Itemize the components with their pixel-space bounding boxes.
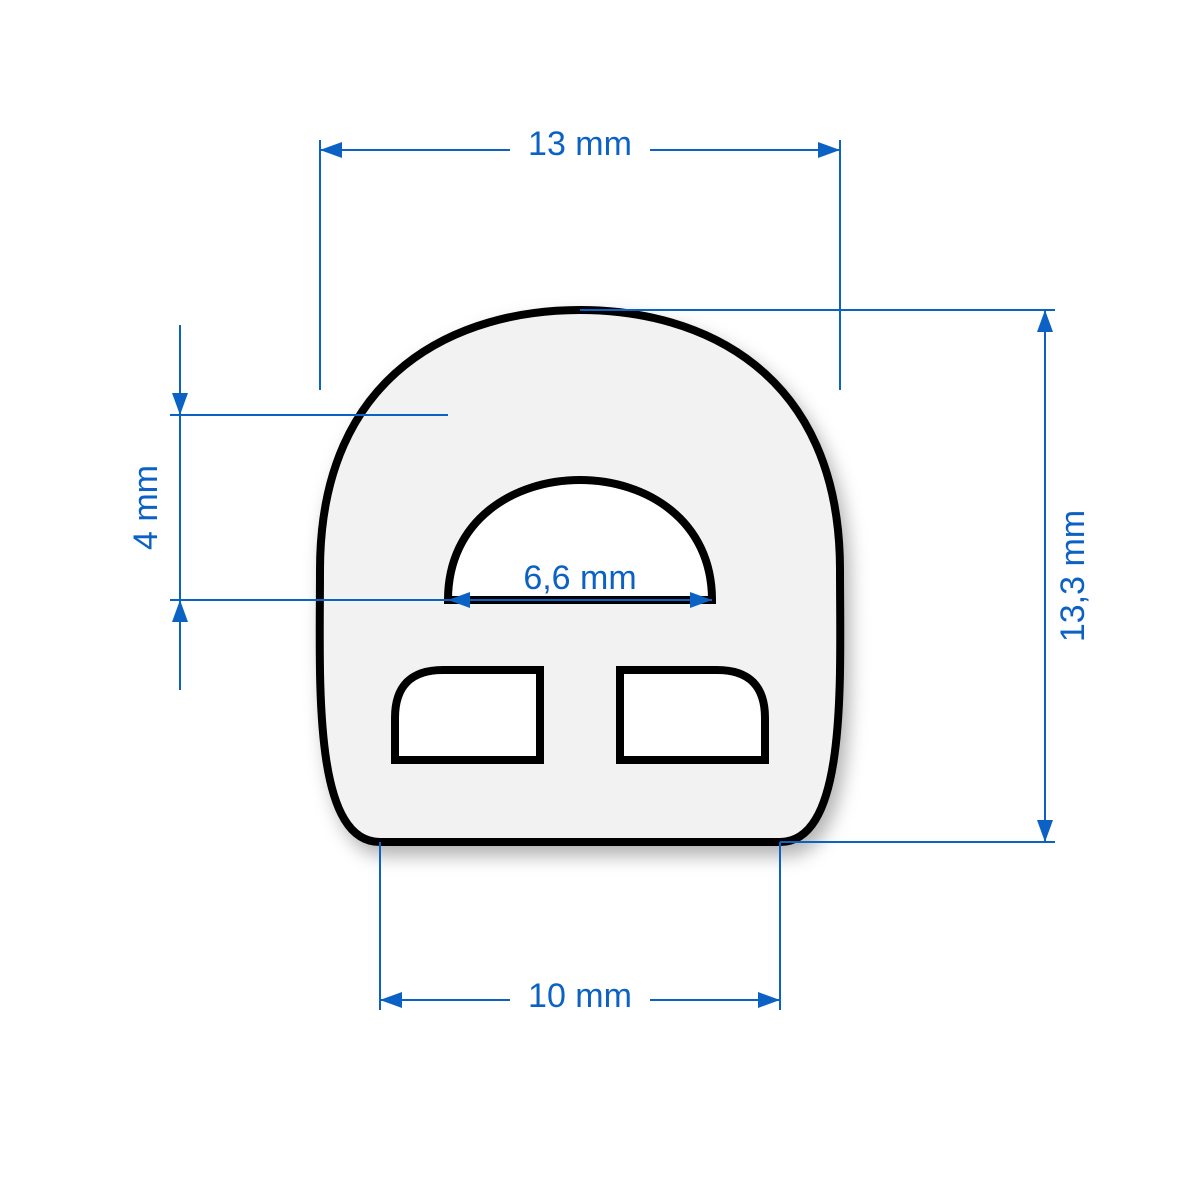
slot-left [395, 670, 540, 760]
dim-label-10mm: 10 mm [528, 977, 632, 1015]
dim-label-4mm: 4 mm [127, 465, 165, 550]
dimensions: 13 mm 13,3 mm 10 mm 6,6 mm 4 mm [127, 125, 1092, 1018]
slot-right [620, 670, 765, 760]
technical-drawing: 13 mm 13,3 mm 10 mm 6,6 mm 4 mm [0, 0, 1200, 1200]
dim-label-13-3mm: 13,3 mm [1054, 510, 1092, 642]
dim-label-6-6mm: 6,6 mm [523, 559, 636, 597]
dim-label-13mm: 13 mm [528, 125, 632, 163]
